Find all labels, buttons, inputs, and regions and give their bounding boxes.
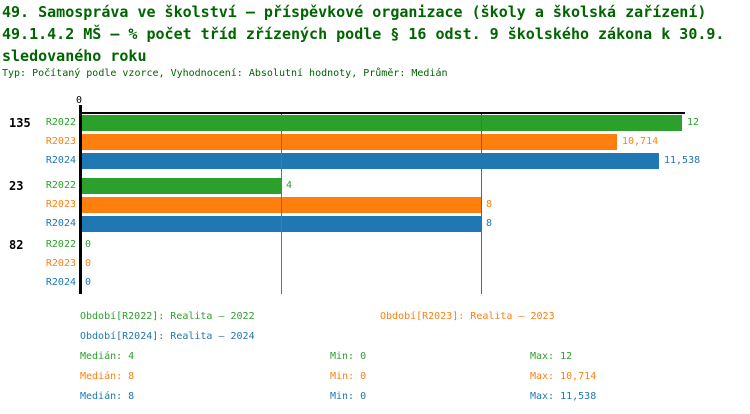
stat-median: Medián: 8 (80, 371, 135, 382)
value-label: 0 (85, 258, 92, 269)
series-label: R2024 (45, 155, 76, 166)
category-label: 135 (9, 116, 31, 130)
series-label: R2022 (45, 239, 76, 250)
stat-min: Min: 0 (330, 391, 367, 402)
value-label: 4 (286, 180, 293, 191)
chart-title-line-2: 49.1.4.2 MŠ – % počet tříd zřízených pod… (2, 25, 725, 43)
legend-item: Období[R2022]: Realita – 2022 (80, 311, 255, 322)
value-label: 10,714 (622, 136, 659, 147)
stat-min: Min: 0 (330, 371, 367, 382)
value-label: 12 (687, 117, 700, 128)
y-axis-line (79, 105, 82, 294)
stat-median: Medián: 8 (80, 391, 135, 402)
value-label: 11,538 (664, 155, 701, 166)
bar-135-R2024 (82, 153, 659, 169)
chart-subtitle: Typ: Počítaný podle vzorce, Vyhodnocení:… (2, 68, 448, 79)
stat-max: Max: 10,714 (530, 371, 597, 382)
value-label: 0 (85, 239, 92, 250)
median-line (481, 114, 482, 294)
legend-item: Období[R2023]: Realita – 2023 (380, 311, 555, 322)
stat-median: Medián: 4 (80, 351, 135, 362)
bar-135-R2023 (82, 134, 617, 150)
series-label: R2023 (45, 136, 76, 147)
x-axis-line (79, 112, 685, 114)
stat-min: Min: 0 (330, 351, 367, 362)
value-label: 8 (486, 199, 493, 210)
series-label: R2022 (45, 180, 76, 191)
bar-135-R2022 (82, 115, 682, 131)
median-line (281, 114, 282, 294)
chart-title-line-1: 49. Samospráva ve školství – příspěvkové… (2, 3, 707, 21)
stat-max: Max: 12 (530, 351, 573, 362)
value-label: 8 (486, 218, 493, 229)
series-label: R2024 (45, 218, 76, 229)
category-label: 82 (9, 238, 24, 252)
legend-item: Období[R2024]: Realita – 2024 (80, 331, 255, 342)
bar-23-R2022 (82, 178, 281, 194)
chart-title-line-3: sledovaného roku (2, 47, 147, 65)
axis-tick-zero: 0 (76, 95, 83, 106)
series-label: R2023 (45, 199, 76, 210)
category-label: 23 (9, 179, 24, 193)
value-label: 0 (85, 277, 92, 288)
series-label: R2023 (45, 258, 76, 269)
series-label: R2022 (45, 117, 76, 128)
series-label: R2024 (45, 277, 76, 288)
stat-max: Max: 11,538 (530, 391, 597, 402)
